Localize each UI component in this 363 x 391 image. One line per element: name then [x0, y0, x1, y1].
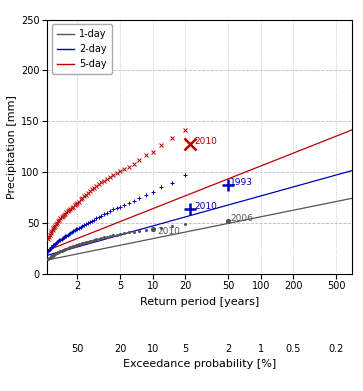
Text: 2010: 2010: [157, 227, 180, 236]
Text: 2010: 2010: [194, 136, 217, 145]
Text: 1993: 1993: [230, 178, 253, 187]
X-axis label: Exceedance probability [%]: Exceedance probability [%]: [123, 359, 276, 369]
Legend: 1-day, 2-day, 5-day: 1-day, 2-day, 5-day: [52, 24, 112, 74]
Y-axis label: Precipitation [mm]: Precipitation [mm]: [7, 95, 17, 199]
X-axis label: Return period [years]: Return period [years]: [140, 297, 259, 307]
Text: 2006: 2006: [230, 214, 253, 223]
Text: 2010: 2010: [194, 202, 217, 211]
